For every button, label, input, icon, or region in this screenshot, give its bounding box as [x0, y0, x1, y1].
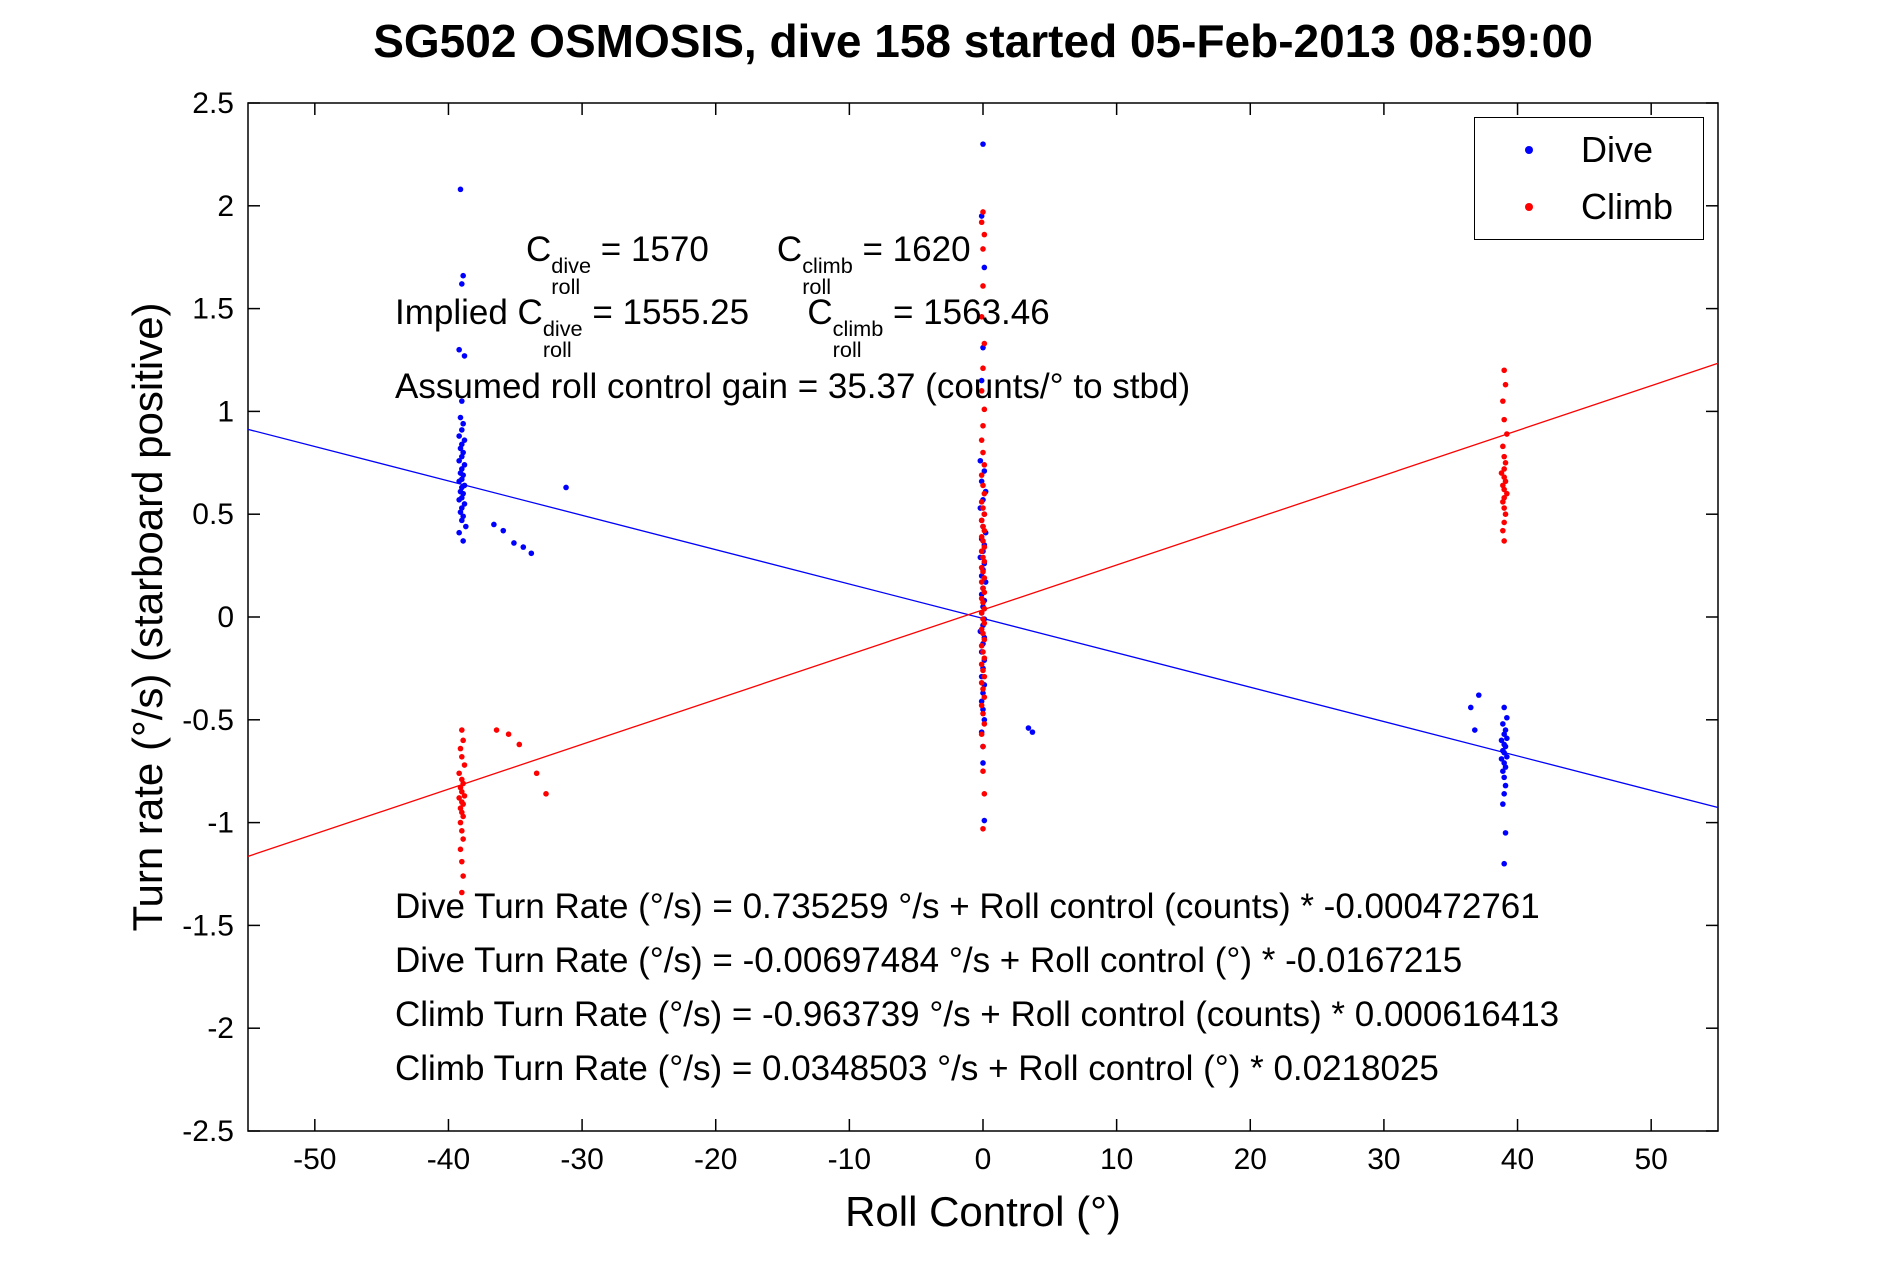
- svg-text:40: 40: [1501, 1143, 1534, 1176]
- legend: Dive Climb: [1474, 117, 1704, 240]
- equation-climb-counts: Climb Turn Rate (°/s) = -0.963739 °/s + …: [395, 995, 1560, 1034]
- svg-text:-1: -1: [207, 807, 234, 840]
- svg-text:-30: -30: [560, 1143, 603, 1176]
- svg-text:0: 0: [217, 601, 234, 634]
- svg-text:1.5: 1.5: [192, 293, 234, 326]
- svg-text:-40: -40: [427, 1143, 470, 1176]
- legend-label-climb: Climb: [1581, 186, 1674, 227]
- svg-text:10: 10: [1100, 1143, 1133, 1176]
- legend-label-dive: Dive: [1581, 129, 1654, 170]
- svg-text:-50: -50: [293, 1143, 336, 1176]
- svg-text:2: 2: [217, 190, 234, 223]
- svg-text:50: 50: [1634, 1143, 1667, 1176]
- legend-entry-dive: Dive: [1475, 125, 1703, 175]
- dive-marker-icon: [1525, 146, 1533, 154]
- chart-title: SG502 OSMOSIS, dive 158 started 05-Feb-2…: [373, 15, 1593, 67]
- svg-text:2.5: 2.5: [192, 87, 234, 120]
- svg-text:-2: -2: [207, 1012, 234, 1045]
- svg-text:-1.5: -1.5: [182, 909, 234, 942]
- svg-text:-10: -10: [828, 1143, 871, 1176]
- equation-climb-degrees: Climb Turn Rate (°/s) = 0.0348503 °/s + …: [395, 1049, 1439, 1088]
- fit-equations: Dive Turn Rate (°/s) = 0.735259 °/s + Ro…: [395, 880, 1559, 1096]
- svg-text:-20: -20: [694, 1143, 737, 1176]
- equation-dive-degrees: Dive Turn Rate (°/s) = -0.00697484 °/s +…: [395, 941, 1463, 980]
- legend-entry-climb: Climb: [1475, 182, 1703, 232]
- annotation-roll-gain: Assumed roll control gain = 35.37 (count…: [395, 367, 1191, 406]
- climb-marker-icon: [1525, 203, 1533, 211]
- svg-text:0.5: 0.5: [192, 498, 234, 531]
- svg-text:-2.5: -2.5: [182, 1115, 234, 1148]
- x-axis-label: Roll Control (°): [845, 1188, 1121, 1235]
- svg-text:1: 1: [217, 395, 234, 428]
- svg-text:30: 30: [1367, 1143, 1400, 1176]
- svg-text:20: 20: [1234, 1143, 1267, 1176]
- svg-text:-0.5: -0.5: [182, 704, 234, 737]
- svg-text:0: 0: [975, 1143, 992, 1176]
- equation-dive-counts: Dive Turn Rate (°/s) = 0.735259 °/s + Ro…: [395, 887, 1540, 926]
